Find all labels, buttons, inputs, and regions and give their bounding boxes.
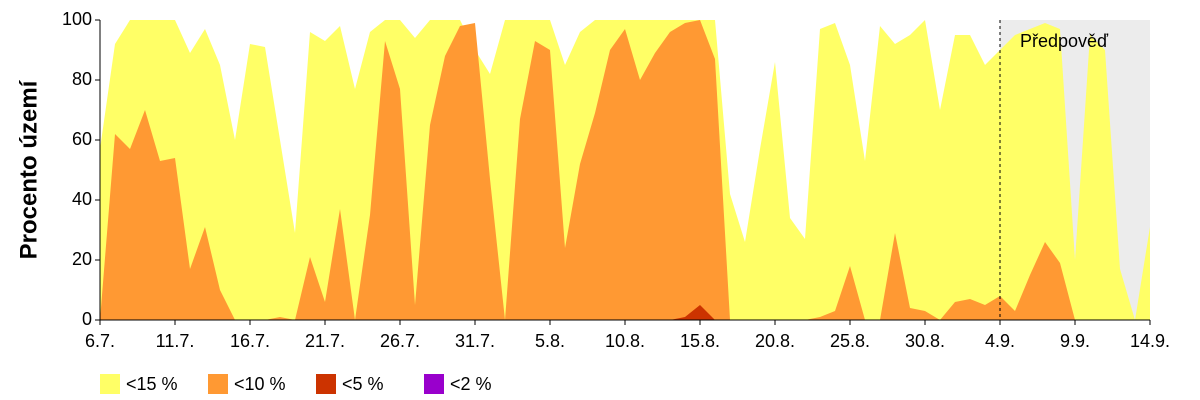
y-tick-label: 40 bbox=[72, 189, 92, 209]
x-tick-label: 26.7. bbox=[380, 331, 420, 351]
x-tick-label: 11.7. bbox=[156, 331, 195, 351]
forecast-label: Předpověď bbox=[1020, 31, 1109, 51]
x-tick-label: 14.9. bbox=[1130, 331, 1170, 351]
x-tick-label: 9.9. bbox=[1060, 331, 1090, 351]
x-tick-label: 10.8. bbox=[605, 331, 645, 351]
x-tick-label: 5.8. bbox=[535, 331, 565, 351]
x-tick-label: 6.7. bbox=[85, 331, 115, 351]
y-tick-label: 100 bbox=[62, 9, 92, 29]
x-tick-label: 15.8. bbox=[680, 331, 720, 351]
x-tick-label: 4.9. bbox=[985, 331, 1015, 351]
x-tick-label: 16.7. bbox=[230, 331, 270, 351]
legend-label: <5 % bbox=[342, 374, 384, 394]
y-tick-label: 20 bbox=[72, 249, 92, 269]
y-tick-label: 80 bbox=[72, 69, 92, 89]
x-tick-label: 25.8. bbox=[830, 331, 870, 351]
y-axis-label: Procento území bbox=[15, 79, 42, 259]
x-tick-label: 30.8. bbox=[905, 331, 945, 351]
legend-label: <10 % bbox=[234, 374, 286, 394]
legend-swatch bbox=[100, 374, 120, 394]
x-tick-label: 21.7. bbox=[305, 331, 345, 351]
y-tick-label: 0 bbox=[82, 309, 92, 329]
y-tick-label: 60 bbox=[72, 129, 92, 149]
legend-swatch bbox=[424, 374, 444, 394]
legend-label: <15 % bbox=[126, 374, 178, 394]
x-tick-label: 31.7. bbox=[455, 331, 495, 351]
legend-swatch bbox=[316, 374, 336, 394]
legend-label: <2 % bbox=[450, 374, 492, 394]
x-tick-label: 20.8. bbox=[755, 331, 795, 351]
area bbox=[100, 20, 1150, 320]
legend-swatch bbox=[208, 374, 228, 394]
